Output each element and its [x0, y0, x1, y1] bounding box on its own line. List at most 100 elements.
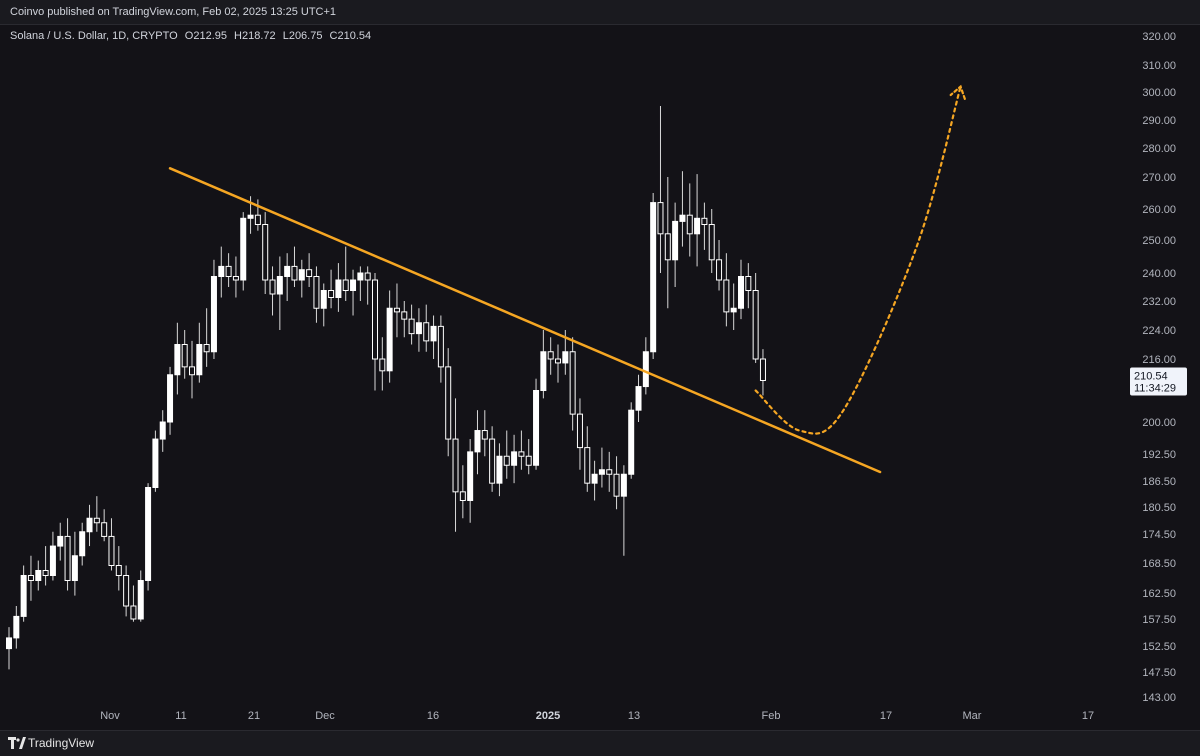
candle-body-up — [430, 325, 437, 342]
candle-body-up — [642, 351, 649, 388]
candle — [86, 504, 93, 547]
candle-body-up — [635, 386, 642, 411]
x-tick-label: 17 — [880, 710, 892, 722]
y-tick-label: 152.50 — [1142, 641, 1176, 653]
candle-body-down — [745, 276, 752, 291]
candle — [306, 253, 313, 287]
candle — [489, 426, 496, 492]
x-tick-label: 16 — [427, 710, 439, 722]
candle-body-up — [591, 473, 598, 484]
candle — [27, 555, 34, 601]
candle — [262, 212, 269, 294]
candle — [650, 193, 657, 359]
candle — [738, 259, 744, 320]
candle-body-up — [71, 555, 78, 581]
y-tick-label: 240.00 — [1142, 268, 1176, 280]
candlestick-chart[interactable]: 320.00 310.00 300.00 290.00 280.00 270.00 260.… — [0, 24, 1200, 730]
candle — [196, 322, 203, 383]
candle-body-down — [547, 351, 554, 360]
candle — [357, 266, 364, 301]
candle — [459, 465, 466, 519]
candle — [79, 522, 86, 566]
ohlc-close: C210.54 — [329, 30, 372, 42]
candle-body-down — [716, 259, 723, 281]
candle-body-up — [415, 322, 422, 335]
tradingview-logo-icon[interactable] — [8, 737, 26, 749]
y-tick-label: 162.50 — [1142, 588, 1176, 600]
candle-body-up — [474, 430, 481, 453]
candle — [350, 269, 357, 316]
candle — [335, 263, 342, 312]
candle-body-up — [86, 517, 93, 533]
candle-body-down — [481, 430, 488, 440]
candle-body-down — [518, 451, 525, 457]
candle — [49, 531, 56, 581]
candle — [232, 256, 239, 298]
candle — [613, 456, 620, 510]
candle — [123, 565, 130, 617]
candle-body-up — [145, 487, 152, 581]
candle-body-up — [694, 217, 701, 235]
candle — [225, 253, 232, 287]
y-tick-label: 143.00 — [1142, 692, 1176, 704]
candle-body-down — [701, 217, 708, 226]
candle — [759, 349, 766, 396]
candle-body-up — [6, 637, 12, 650]
candle-body-up — [137, 580, 144, 620]
candle — [525, 439, 532, 475]
y-tick-label: 300.00 — [1142, 87, 1176, 99]
candle — [716, 240, 723, 291]
candle — [145, 483, 152, 591]
candle-body-down — [254, 214, 261, 225]
candle — [71, 531, 78, 596]
candle — [694, 174, 701, 267]
candle — [386, 290, 393, 383]
brand-name[interactable]: TradingView — [28, 736, 95, 750]
candle — [298, 259, 305, 298]
chart-area[interactable]: 320.00 310.00 300.00 290.00 280.00 270.00 260.… — [0, 24, 1200, 730]
candle — [657, 106, 664, 273]
candle — [518, 430, 525, 470]
candle-body-down — [708, 224, 715, 261]
candle — [291, 246, 298, 287]
candle — [189, 340, 195, 399]
candle-body-down — [503, 455, 510, 466]
candle — [393, 283, 400, 338]
y-tick-label: 232.00 — [1142, 296, 1176, 308]
candle-body-down — [181, 344, 188, 368]
candle-body-up — [496, 455, 503, 484]
candle — [686, 183, 693, 257]
candle — [620, 465, 627, 556]
candle-body-down — [262, 224, 269, 281]
candle — [430, 315, 437, 359]
candle-body-up — [49, 545, 56, 576]
candle-body-down — [408, 318, 415, 335]
candle — [540, 330, 547, 399]
candle — [730, 283, 737, 330]
y-tick-label: 250.00 — [1142, 235, 1176, 247]
candle — [533, 378, 540, 470]
y-tick-label: 280.00 — [1142, 143, 1176, 155]
candle-body-down — [459, 491, 466, 502]
candle — [342, 246, 349, 301]
candle-body-up — [13, 615, 20, 639]
ohlc-high: H218.72 — [234, 30, 276, 42]
candle — [210, 259, 217, 359]
candle — [606, 451, 613, 492]
y-tick-label: 147.50 — [1142, 667, 1176, 679]
candle — [569, 337, 576, 431]
candle — [364, 266, 371, 305]
candle-body-down — [364, 272, 371, 281]
candle — [445, 348, 452, 457]
candle-body-down — [584, 447, 591, 484]
candle-body-down — [269, 279, 276, 295]
candle-body-down — [27, 575, 34, 581]
candle-body-down — [342, 279, 349, 291]
candle — [701, 202, 708, 250]
candle-body-down — [613, 473, 620, 497]
candle-body-up — [620, 473, 627, 497]
y-tick-label: 174.50 — [1142, 529, 1176, 541]
candle — [664, 177, 671, 309]
candle — [415, 308, 422, 352]
candle-body-down — [64, 535, 71, 582]
